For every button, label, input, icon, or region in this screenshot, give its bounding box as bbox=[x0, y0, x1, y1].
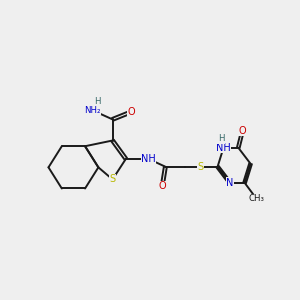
Text: CH₃: CH₃ bbox=[248, 194, 264, 203]
Text: H: H bbox=[94, 97, 101, 106]
Text: N: N bbox=[226, 178, 233, 188]
Text: H: H bbox=[218, 134, 224, 143]
Text: NH: NH bbox=[141, 154, 156, 164]
Text: O: O bbox=[128, 107, 135, 117]
Text: S: S bbox=[110, 174, 116, 184]
Text: O: O bbox=[239, 126, 246, 136]
Text: O: O bbox=[158, 182, 166, 191]
Text: NH₂: NH₂ bbox=[84, 106, 101, 115]
Text: S: S bbox=[198, 162, 204, 172]
Text: NH: NH bbox=[216, 143, 231, 153]
